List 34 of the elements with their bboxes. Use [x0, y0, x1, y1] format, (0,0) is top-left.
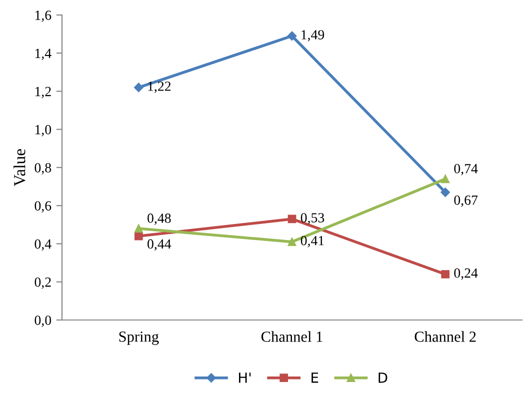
- data-label: 0,24: [454, 268, 478, 280]
- data-label: 0,67: [454, 195, 478, 207]
- point: [441, 270, 450, 278]
- data-label: 1,49: [302, 30, 324, 42]
- x-tick-label: Channel 2: [414, 331, 476, 342]
- x-tick-label: Channel 1: [261, 331, 322, 342]
- y-tick-label: 0,8: [34, 163, 52, 174]
- y-tick-label: 1,4: [35, 48, 52, 60]
- point: [134, 82, 144, 92]
- data-label: 0,41: [300, 236, 324, 248]
- point: [288, 238, 296, 246]
- x-tick-label: Spring: [119, 332, 159, 345]
- data-label: 1,22: [148, 82, 171, 93]
- point: [288, 214, 296, 224]
- y-tick-label: 0,2: [34, 277, 51, 289]
- y-tick-label: 1,6: [35, 10, 52, 22]
- point: [441, 174, 450, 184]
- legend-label: E: [312, 372, 318, 383]
- data-label: 0,53: [300, 213, 324, 224]
- point: [134, 224, 143, 233]
- y-tick-label: 1,2: [35, 86, 51, 98]
- y-tick-label: 0,6: [34, 201, 52, 213]
- point: [134, 232, 143, 240]
- y-axis-title: Value: [14, 149, 26, 186]
- legend-label: D: [378, 372, 388, 383]
- data-label: 0,48: [148, 214, 171, 225]
- data-label: 0,74: [454, 164, 478, 176]
- y-tick-label: 0,0: [34, 316, 52, 327]
- point: [440, 188, 450, 197]
- legend-label: H': [238, 372, 251, 383]
- data-label: 0,44: [148, 239, 172, 251]
- y-tick-label: 0,4: [34, 239, 52, 251]
- point: [287, 31, 297, 41]
- y-tick-label: 1,0: [35, 124, 52, 136]
